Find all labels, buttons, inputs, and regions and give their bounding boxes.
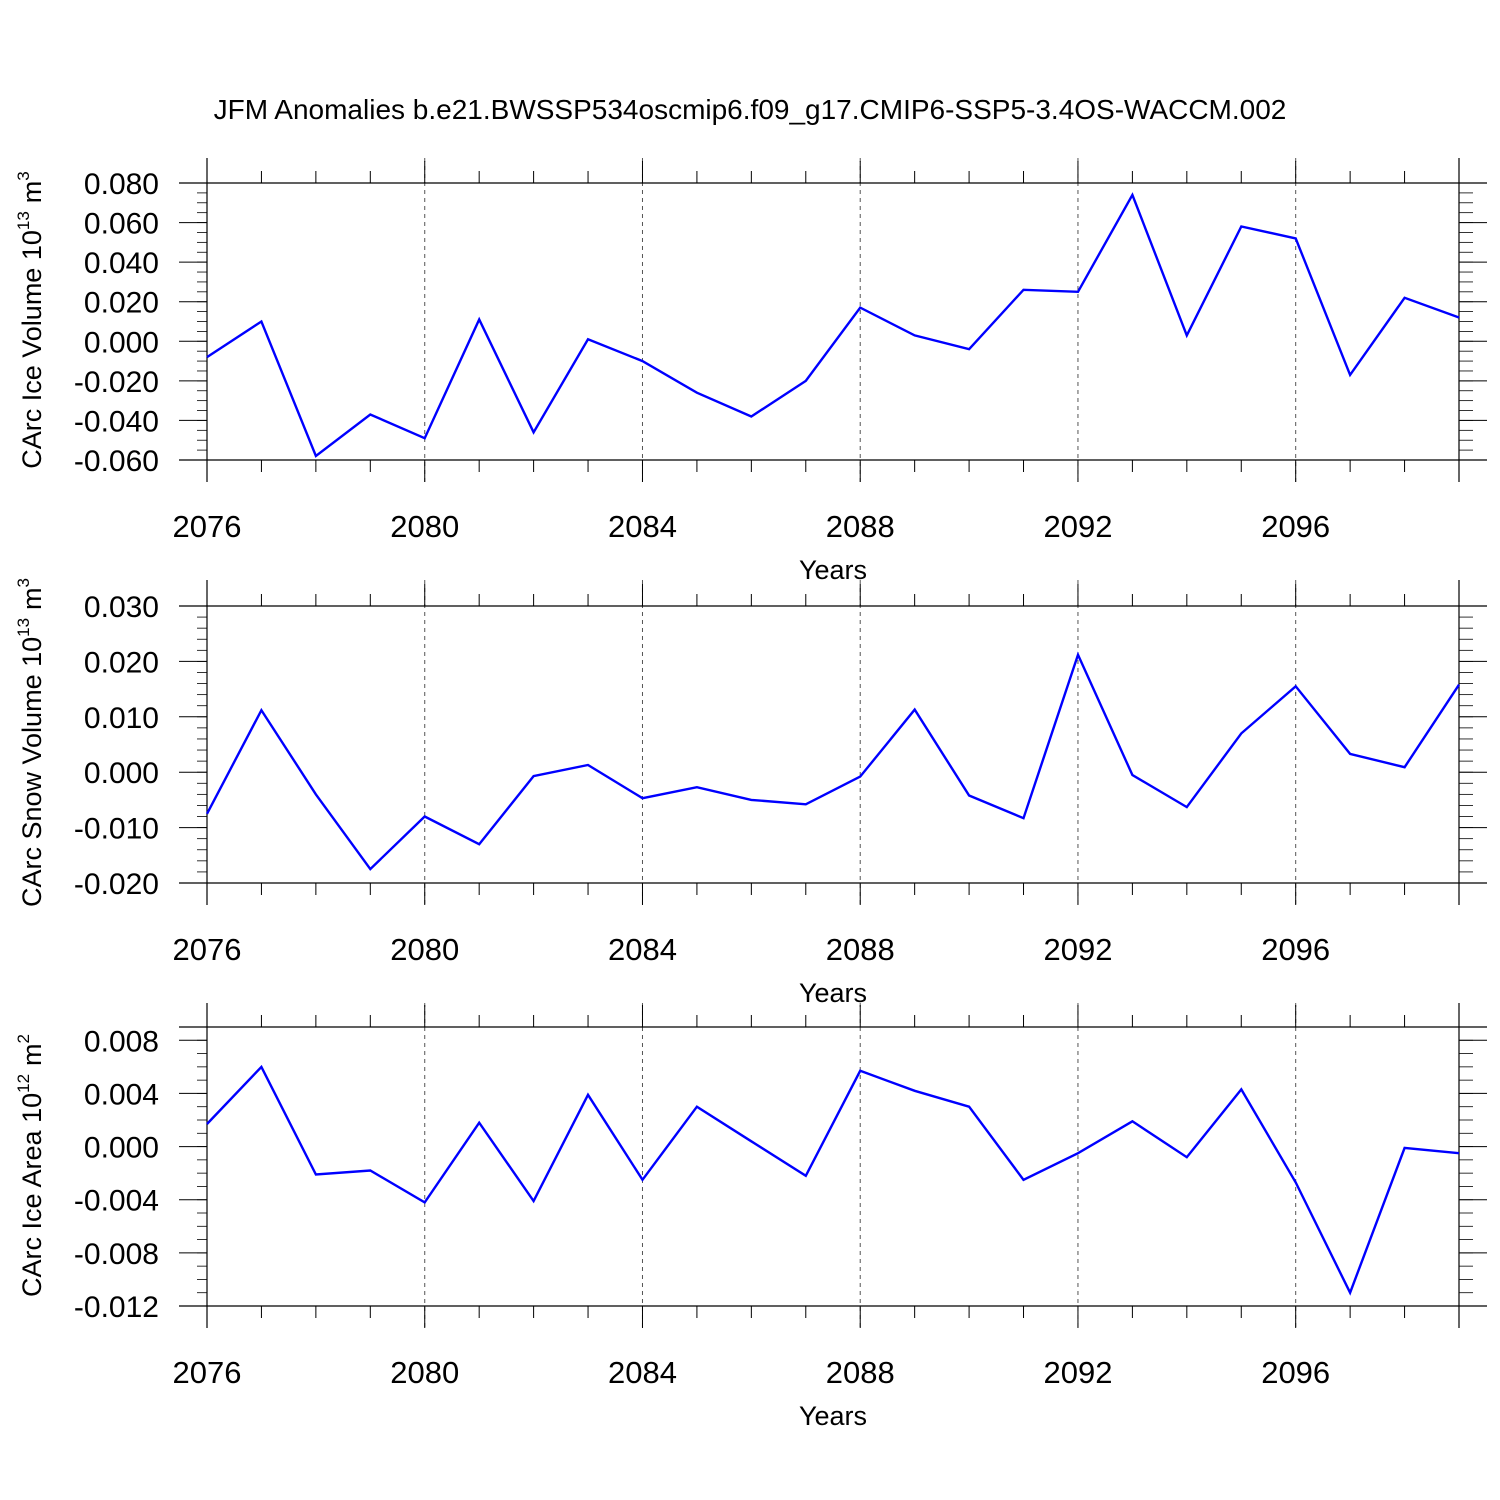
y-axis-label-unit: m xyxy=(17,181,47,204)
y-tick-label: 0.000 xyxy=(84,326,159,359)
x-tick-label: 2096 xyxy=(1261,932,1330,967)
y-axis-label: CArc Ice Volume 1013 m3 xyxy=(14,171,47,469)
y-tick-label: -0.010 xyxy=(74,813,159,846)
y-tick-label: -0.060 xyxy=(74,445,159,478)
x-tick-label: 2092 xyxy=(1043,1355,1112,1390)
y-tick-label: 0.080 xyxy=(84,168,159,201)
x-axis-label: Years xyxy=(799,978,867,1008)
x-tick-label: 2088 xyxy=(826,509,895,544)
y-tick-label: -0.012 xyxy=(74,1291,159,1324)
x-tick-label: 2096 xyxy=(1261,509,1330,544)
x-tick-label: 2080 xyxy=(390,509,459,544)
y-tick-label: 0.060 xyxy=(84,208,159,241)
y-axis-label-unit: m xyxy=(17,1043,47,1066)
y-tick-label: 0.030 xyxy=(84,591,159,624)
x-axis-label: Years xyxy=(799,1401,867,1431)
x-tick-label: 2088 xyxy=(826,1355,895,1390)
x-tick-label: 2076 xyxy=(173,509,242,544)
y-axis-label-exponent: 13 xyxy=(14,211,33,230)
y-tick-label: 0.010 xyxy=(84,702,159,735)
x-tick-label: 2088 xyxy=(826,932,895,967)
y-axis-label-unit-exponent: 3 xyxy=(14,578,33,587)
x-tick-label: 2080 xyxy=(390,932,459,967)
y-tick-label: -0.020 xyxy=(74,868,159,901)
y-axis-label: CArc Ice Area 1012 m2 xyxy=(14,1034,47,1297)
x-tick-label: 2096 xyxy=(1261,1355,1330,1390)
x-tick-label: 2092 xyxy=(1043,509,1112,544)
series-line xyxy=(206,192,1460,458)
x-tick-label: 2076 xyxy=(173,1355,242,1390)
y-tick-label: 0.040 xyxy=(84,247,159,280)
x-tick-label: 2080 xyxy=(390,1355,459,1390)
y-axis-label-unit: m xyxy=(17,587,47,610)
y-tick-label: -0.040 xyxy=(74,405,159,438)
x-tick-label: 2092 xyxy=(1043,932,1112,967)
y-axis-label-exponent: 12 xyxy=(14,1074,33,1093)
x-tick-label: 2076 xyxy=(173,932,242,967)
y-axis-label-text: CArc Ice Area 10 xyxy=(17,1093,47,1297)
series-line xyxy=(206,1064,1460,1296)
y-tick-label: -0.008 xyxy=(74,1238,159,1271)
y-axis-label-unit-exponent: 2 xyxy=(14,1034,33,1043)
y-tick-label: 0.008 xyxy=(84,1025,159,1058)
y-tick-label: 0.004 xyxy=(84,1078,159,1111)
panel-3: -0.012 -0.008 -0.004 0.000 0.004 0.008 2076 208… xyxy=(14,1003,1487,1431)
series-line xyxy=(205,651,1461,871)
y-tick-label: -0.020 xyxy=(74,366,159,399)
y-axis-label-unit-exponent: 3 xyxy=(14,171,33,180)
figure-title: JFM Anomalies b.e21.BWSSP534oscmip6.f09_… xyxy=(214,94,1287,125)
panel-1: -0.060 -0.040 -0.020 0.000 0.020 0.040 0.060 0.… xyxy=(14,158,1487,585)
y-axis-label-text: CArc Ice Volume 10 xyxy=(17,230,47,469)
y-tick-label: 0.000 xyxy=(84,757,159,790)
y-tick-label: 0.020 xyxy=(84,287,159,320)
x-tick-label: 2084 xyxy=(608,1355,677,1390)
y-axis-label: CArc Snow Volume 1013 m3 xyxy=(14,578,47,907)
y-tick-label: 0.020 xyxy=(84,646,159,679)
x-axis-label: Years xyxy=(799,555,867,585)
panel-2: -0.020 -0.010 0.000 0.010 0.020 0.030 2076 2080… xyxy=(14,578,1487,1008)
y-tick-label: -0.004 xyxy=(74,1185,159,1218)
x-tick-label: 2084 xyxy=(608,932,677,967)
y-tick-label: 0.000 xyxy=(84,1132,159,1165)
y-axis-label-text: CArc Snow Volume 10 xyxy=(17,637,47,907)
y-axis-label-exponent: 13 xyxy=(14,618,33,637)
x-tick-label: 2084 xyxy=(608,509,677,544)
